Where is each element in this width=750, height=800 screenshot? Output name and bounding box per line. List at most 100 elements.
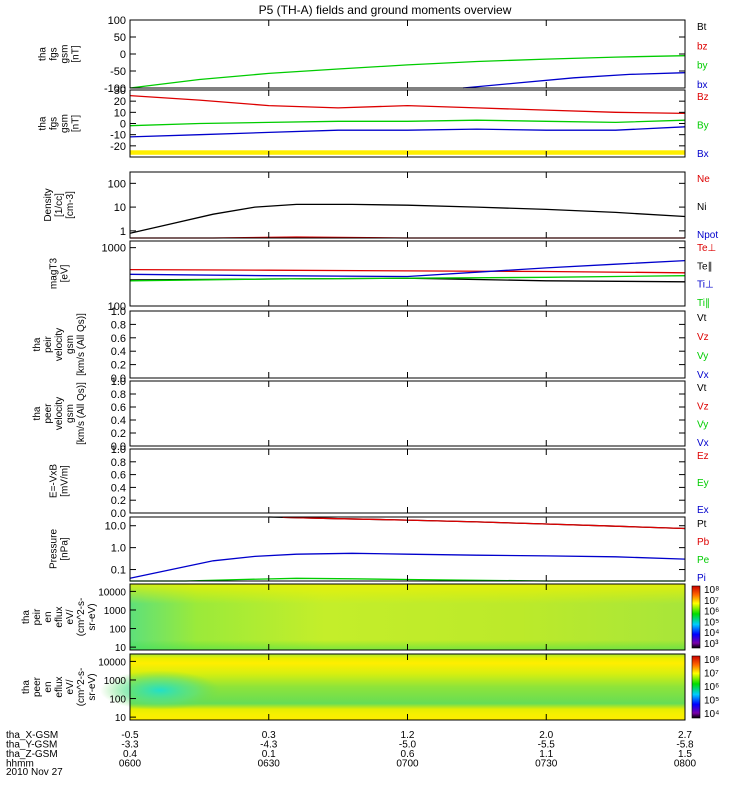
colorbar-label: 10⁶ <box>704 682 719 693</box>
series-line-2 <box>129 119 686 127</box>
y-axis-label: thapeervelocitygsm[km/s (All Qs)] <box>32 382 87 445</box>
y-tick-label: 0.8 <box>111 319 126 331</box>
y-tick-label: -10 <box>110 130 126 142</box>
legend-entry: Vy <box>697 420 708 431</box>
y-axis-label-line: velocity <box>54 397 65 430</box>
legend-entry: Bx <box>697 149 709 160</box>
ephemeris-value: 1.2 <box>401 730 415 741</box>
legend-entry: Ni <box>697 202 706 213</box>
series-line-4 <box>129 275 686 282</box>
panel-9: 10⁸10⁷10⁶10⁵10⁴10³10000100010010thapeire… <box>21 583 719 654</box>
y-axis-label-line: gsm <box>65 335 76 354</box>
legend-entry: Bt <box>697 22 707 33</box>
y-axis-label-line: tha <box>21 680 32 694</box>
legend-entry: Ti∥ <box>697 298 710 309</box>
y-tick-label: 10000 <box>98 587 126 598</box>
y-axis-label: thapeerenefluxeV/(cm^2-s-sr-eV) <box>21 668 98 707</box>
y-axis-label-line: magT3 <box>49 258 60 290</box>
series-line-1 <box>129 268 686 274</box>
y-axis-label-line: [cm-3] <box>65 191 76 219</box>
colorbar-label: 10⁷ <box>704 596 719 607</box>
legend-entry: Te∥ <box>697 261 713 272</box>
y-axis-label-line: [mV/m] <box>60 465 71 497</box>
colorbar-label: 10⁸ <box>704 585 719 596</box>
ephemeris-value: 0.1 <box>262 749 276 760</box>
legend-entry: Vt <box>697 383 707 394</box>
y-axis-label-line: [nPa] <box>60 537 71 561</box>
ephemeris-value: 2.0 <box>539 730 553 741</box>
panel-4: 1000 100 Te⊥ Te∥ Ti⊥ Ti∥ magT3[eV] <box>49 240 716 313</box>
y-axis-label: thapeirenefluxeV/(cm^2-s-sr-eV) <box>21 598 98 637</box>
y-tick-label: -100 <box>104 83 126 95</box>
y-tick-label: 100 <box>108 301 126 313</box>
y-axis-label-line: velocity <box>54 328 65 361</box>
y-axis-label-line: en <box>43 681 54 692</box>
y-axis-label-line: tha <box>32 406 43 420</box>
y-axis-label-line: peer <box>43 403 54 424</box>
spectrogram-shading <box>130 584 685 650</box>
legend-entry: Pb <box>697 537 710 548</box>
y-tick-label: 0.1 <box>111 565 126 577</box>
y-tick-label: 10.0 <box>105 521 126 533</box>
y-axis-label-line: gsm <box>60 114 71 133</box>
legend-entry: Ti⊥ <box>697 280 714 291</box>
series-line-2 <box>462 72 686 89</box>
y-axis-label-line: sr-eV) <box>87 673 98 700</box>
y-tick-label: 1000 <box>102 243 126 255</box>
ephemeris-value: 1.5 <box>678 749 692 760</box>
series-line-2 <box>282 516 686 530</box>
y-axis-label-line: fgs <box>49 47 60 60</box>
ephemeris-row-label: tha_Z-GSM <box>6 749 58 760</box>
y-tick-label: 0.2 <box>111 495 126 507</box>
y-axis-label-line: tha <box>38 116 49 130</box>
legend-entry: bx <box>697 80 708 91</box>
legend-entry: bz <box>697 41 708 52</box>
ephemeris-row-label: tha_X-GSM <box>6 730 58 741</box>
ephemeris-value: -5.0 <box>399 740 417 751</box>
panel-3: 100 10 1 Ne Ni Npot Density[1/cc][cm-3] <box>43 171 718 241</box>
y-axis-label-line: Pressure <box>49 529 60 569</box>
y-axis-label-line: peir <box>32 608 43 625</box>
y-axis-label-line: Density <box>43 188 54 221</box>
y-axis-label-line: [nT] <box>71 45 82 62</box>
y-axis-label-line: peer <box>32 676 43 697</box>
ephemeris-value: -5.5 <box>538 740 556 751</box>
series-line-3 <box>129 552 686 579</box>
colorbar-label: 10⁸ <box>704 655 719 666</box>
panel-frame <box>129 448 686 514</box>
y-axis-label: Density[1/cc][cm-3] <box>43 188 76 221</box>
y-tick-label: 0 <box>120 49 126 61</box>
y-axis-label-line: eflux <box>54 676 65 697</box>
legend-entry: by <box>697 61 708 72</box>
y-tick-label: 0.8 <box>111 457 126 469</box>
series-line-1 <box>129 94 686 115</box>
series-line-1 <box>129 203 686 234</box>
y-axis-label: magT3[eV] <box>49 258 71 290</box>
panel-5: 1.00.80.60.40.20.0VtVzVyVxthapeirvelocit… <box>32 306 709 385</box>
panel-6: 1.00.80.60.40.20.0VtVzVyVxthapeervelocit… <box>32 376 709 453</box>
spectrogram <box>130 654 685 720</box>
legend-entry: By <box>697 121 709 132</box>
y-tick-label: 10 <box>114 107 126 119</box>
y-axis-label-line: tha <box>32 337 43 351</box>
y-tick-label: 50 <box>114 32 126 44</box>
y-axis-label-line: E=-VxB <box>49 464 60 499</box>
colorbar-label: 10⁵ <box>704 696 719 707</box>
y-axis-label-line: gsm <box>65 404 76 423</box>
ephemeris-value: 0800 <box>674 759 697 770</box>
colorbar-label: 10⁴ <box>704 628 719 639</box>
y-tick-label: 1.0 <box>111 444 126 456</box>
legend-entry: Vx <box>697 438 709 449</box>
ephemeris-value: 0630 <box>258 759 281 770</box>
ephemeris-value: 0600 <box>119 759 142 770</box>
y-axis-label-line: tha <box>21 610 32 624</box>
legend-entry: Vt <box>697 313 707 324</box>
colorbar-label: 10⁴ <box>704 709 719 720</box>
y-tick-label: 1.0 <box>111 376 126 388</box>
panel-10: 10⁸ 10⁷ 10⁶ 10⁵ 10⁴ 10000 1000 100 10 thapeerenef… <box>21 653 719 724</box>
panel-frame <box>129 380 686 447</box>
ephemeris-row-label: tha_Y-GSM <box>6 740 57 751</box>
y-tick-label: 0.0 <box>111 441 126 453</box>
ephemeris-value: 0.3 <box>262 730 276 741</box>
y-axis-label-line: peir <box>43 335 54 352</box>
